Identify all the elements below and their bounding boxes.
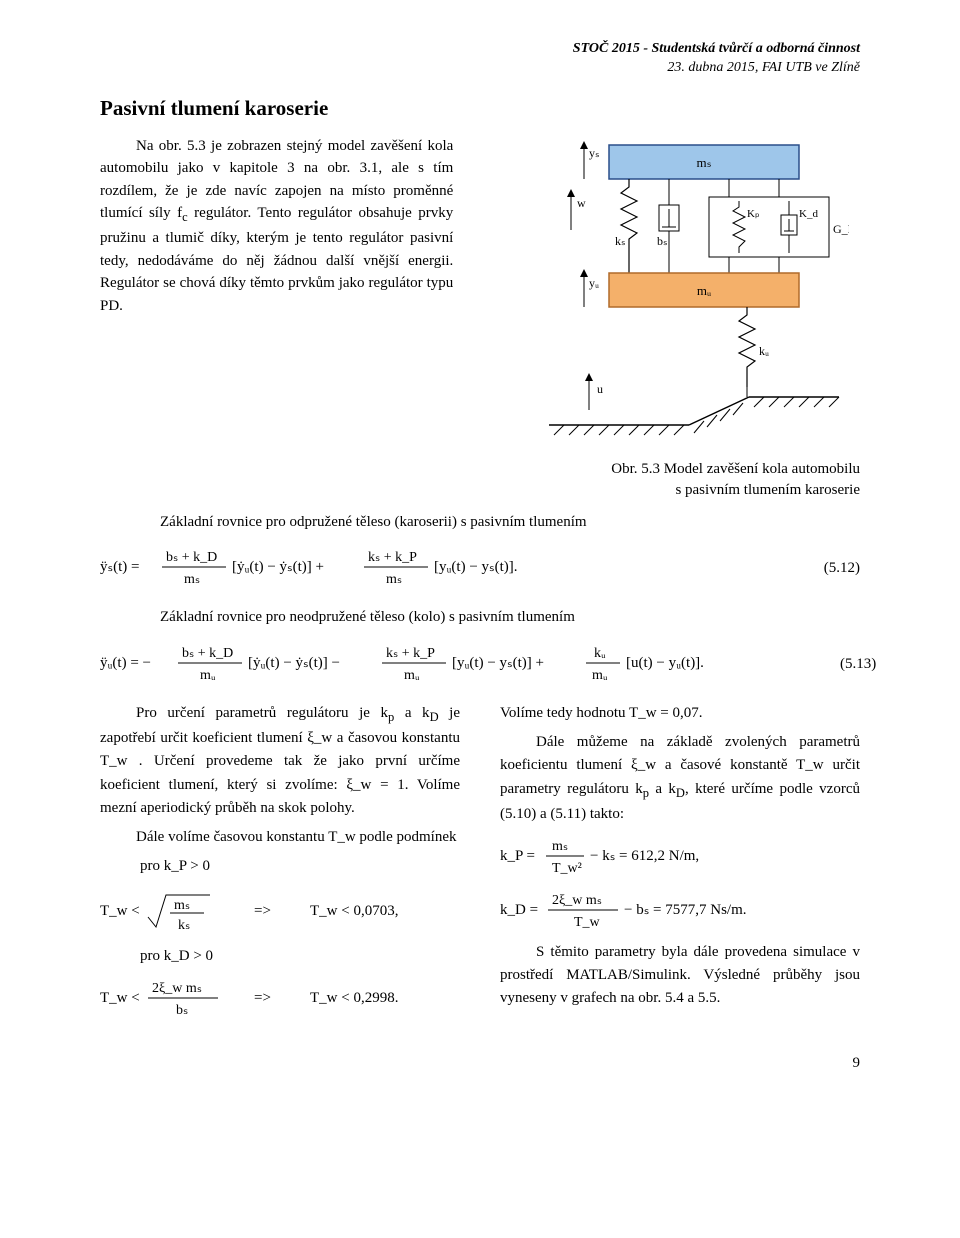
svg-text:mₛ: mₛ xyxy=(696,155,711,170)
svg-text:ÿₛ(t) =: ÿₛ(t) = xyxy=(100,559,139,575)
svg-text:yᵤ: yᵤ xyxy=(589,276,599,290)
svg-text:2ξ_w mₛ: 2ξ_w mₛ xyxy=(152,981,202,996)
svg-text:k_D =: k_D = xyxy=(500,902,538,918)
right-p2b: a k xyxy=(649,781,676,797)
figure-caption: Obr. 5.3 Model zavěšení kola automobilu … xyxy=(100,459,860,501)
svg-text:mᵤ: mᵤ xyxy=(200,668,216,683)
header-line1-b: Studentská tvůrčí a odborná činnost xyxy=(652,41,861,56)
equation-5-12: ÿₛ(t) = bₛ + k_D mₛ [ẏᵤ(t) − ẏₛ(t)] + kₛ… xyxy=(100,543,860,594)
left-column: Pro určení parametrů regulátoru je kp a … xyxy=(100,702,460,1031)
svg-text:Kₚ: Kₚ xyxy=(747,208,760,220)
svg-text:[ẏᵤ(t) − ẏₛ(t)] −: [ẏᵤ(t) − ẏₛ(t)] − xyxy=(248,655,340,671)
svg-text:mₛ: mₛ xyxy=(552,839,568,854)
intro-text: Na obr. 5.3 je zobrazen stejný model zav… xyxy=(100,135,453,445)
left-p1a: Pro určení parametrů regulátoru je k xyxy=(136,705,388,721)
svg-text:kₛ: kₛ xyxy=(615,234,625,248)
left-p1c: je zapotřebí určit koeficient tlumení ξ_… xyxy=(100,705,460,816)
svg-text:− bₛ = 7577,7 Ns/m.: − bₛ = 7577,7 Ns/m. xyxy=(624,902,747,918)
svg-text:[yᵤ(t) − yₛ(t)].: [yᵤ(t) − yₛ(t)]. xyxy=(434,559,518,575)
svg-text:[yᵤ(t) − yₛ(t)] +: [yᵤ(t) − yₛ(t)] + xyxy=(452,655,544,671)
svg-text:K_d: K_d xyxy=(799,208,818,220)
section-title: Pasivní tlumení karoserie xyxy=(100,96,860,121)
left-p1b: a k xyxy=(394,705,429,721)
page-header: STOČ 2015 - Studentská tvůrčí a odborná … xyxy=(100,40,860,78)
svg-text:mₛ: mₛ xyxy=(386,572,402,587)
intro-p1-cont: regulátor. Tento regulátor obsahuje prvk… xyxy=(100,205,453,313)
header-line2: 23. dubna 2015, FAI UTB ve Zlíně xyxy=(667,60,860,75)
svg-text:kᵤ: kᵤ xyxy=(759,344,769,358)
inequality-1: T_w < mₛ kₛ => T_w < 0,0703, xyxy=(100,885,460,937)
svg-text:mᵤ: mᵤ xyxy=(696,283,710,298)
svg-text:kₛ + k_P: kₛ + k_P xyxy=(386,646,435,661)
svg-text:mₛ: mₛ xyxy=(184,572,200,587)
caption-line1: Obr. 5.3 Model zavěšení kola automobilu xyxy=(611,461,860,477)
svg-text:T_w²: T_w² xyxy=(552,861,582,876)
figure-container: mₛ yₛ w kₛ bₛ xyxy=(477,135,860,445)
right-p1: Volíme tedy hodnotu T_w = 0,07. xyxy=(500,702,860,725)
left-p1b-sub: D xyxy=(430,710,439,724)
left-p2: Dále volíme časovou konstantu T_w podle … xyxy=(100,826,460,849)
svg-text:− kₛ = 612,2 N/m,: − kₛ = 612,2 N/m, xyxy=(590,848,699,864)
svg-text:bₛ + k_D: bₛ + k_D xyxy=(182,646,233,661)
svg-text:kₛ: kₛ xyxy=(178,918,190,933)
svg-text:kᵤ: kᵤ xyxy=(594,646,606,661)
eq-5-12-number: (5.12) xyxy=(800,560,860,577)
svg-text:bₛ + k_D: bₛ + k_D xyxy=(166,550,217,565)
svg-text:[ẏᵤ(t) − ẏₛ(t)] +: [ẏᵤ(t) − ẏₛ(t)] + xyxy=(232,559,324,575)
page-number: 9 xyxy=(853,1055,861,1072)
left-cond2: pro k_D > 0 xyxy=(140,945,460,968)
eq-intro-2: Základní rovnice pro neodpružené těleso … xyxy=(160,606,860,629)
svg-text:T_w <: T_w < xyxy=(100,903,140,919)
suspension-diagram: mₛ yₛ w kₛ bₛ xyxy=(489,135,849,445)
svg-text:bₛ: bₛ xyxy=(176,1003,188,1018)
svg-text:u: u xyxy=(597,382,603,396)
left-cond1: pro k_P > 0 xyxy=(140,855,460,878)
svg-text:=>: => xyxy=(254,990,271,1006)
right-p3: S těmito parametry byla dále provedena s… xyxy=(500,941,860,1011)
svg-text:mₛ: mₛ xyxy=(174,898,190,913)
eq-5-13-number: (5.13) xyxy=(840,656,876,673)
svg-text:G_R: G_R xyxy=(833,222,849,236)
svg-text:T_w <: T_w < xyxy=(100,990,140,1006)
svg-text:=>: => xyxy=(254,903,271,919)
svg-text:T_w < 0,0703,: T_w < 0,0703, xyxy=(310,903,398,919)
svg-text:2ξ_w mₛ: 2ξ_w mₛ xyxy=(552,893,602,908)
svg-text:T_w < 0,2998.: T_w < 0,2998. xyxy=(310,990,398,1006)
right-column: Volíme tedy hodnotu T_w = 0,07. Dále můž… xyxy=(500,702,860,1031)
caption-line2: s pasivním tlumením karoserie xyxy=(675,482,860,498)
svg-text:mᵤ: mᵤ xyxy=(404,668,420,683)
svg-text:k_P =: k_P = xyxy=(500,848,535,864)
header-line1-a: STOČ 2015 - xyxy=(573,41,652,56)
eq-intro-1: Základní rovnice pro odpružené těleso (k… xyxy=(160,511,860,534)
svg-text:[u(t) − yᵤ(t)].: [u(t) − yᵤ(t)]. xyxy=(626,655,704,671)
svg-text:bₛ: bₛ xyxy=(657,234,667,248)
svg-text:w: w xyxy=(577,196,586,210)
svg-text:kₛ + k_P: kₛ + k_P xyxy=(368,550,417,565)
svg-text:T_w: T_w xyxy=(574,915,601,930)
svg-text:mᵤ: mᵤ xyxy=(592,668,608,683)
equation-5-13: ÿᵤ(t) = − bₛ + k_D mᵤ [ẏᵤ(t) − ẏₛ(t)] − … xyxy=(100,639,860,690)
right-p2b-sub: D xyxy=(676,786,685,800)
inequality-2: T_w < 2ξ_w mₛ bₛ => T_w < 0,2998. xyxy=(100,974,460,1022)
eq-kp: k_P = mₛ T_w² − kₛ = 612,2 N/m, xyxy=(500,832,860,878)
svg-text:yₛ: yₛ xyxy=(589,146,599,160)
svg-text:ÿᵤ(t) = −: ÿᵤ(t) = − xyxy=(100,655,151,671)
eq-kd: k_D = 2ξ_w mₛ T_w − bₛ = 7577,7 Ns/m. xyxy=(500,886,860,932)
